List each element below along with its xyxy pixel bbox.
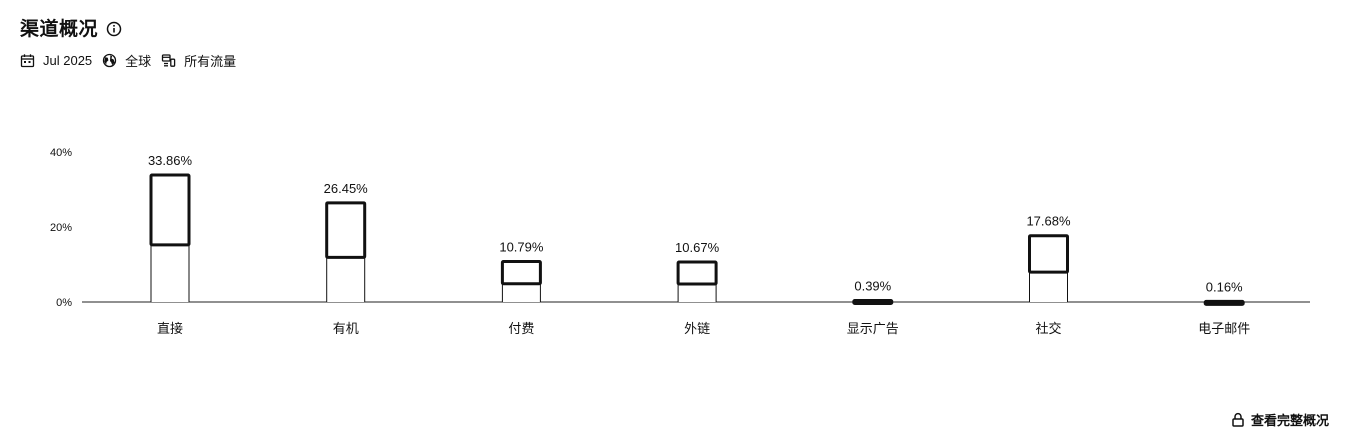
bar xyxy=(1028,234,1069,274)
bar xyxy=(325,201,367,259)
bar xyxy=(852,299,894,306)
bar xyxy=(676,260,718,286)
title-row: 渠道概况 xyxy=(20,14,246,41)
x-tick-label: 电子邮件 xyxy=(1198,321,1250,336)
y-tick-label: 0% xyxy=(56,297,72,309)
view-full-overview-label: 查看完整概况 xyxy=(1250,413,1329,428)
bar-value-label: 0.39% xyxy=(854,279,891,294)
bar xyxy=(500,260,542,286)
date-label: Jul 2025 xyxy=(43,53,93,68)
calendar-icon xyxy=(20,54,35,68)
date-filter[interactable]: Jul 2025 xyxy=(20,53,92,68)
bar-value-label: 17.68% xyxy=(1026,214,1071,229)
bar xyxy=(1203,299,1245,306)
x-tick-label: 社交 xyxy=(1035,321,1061,336)
lock-icon xyxy=(1232,412,1244,427)
x-tick-label: 直接 xyxy=(157,321,183,336)
header: 渠道概况 Jul 2025 xyxy=(20,14,246,70)
x-tick-label: 外链 xyxy=(684,321,710,336)
bar-value-label: 33.86% xyxy=(148,153,193,168)
bar-value-label: 10.79% xyxy=(499,240,544,255)
page-title: 渠道概况 xyxy=(20,19,99,40)
bar-value-label: 0.16% xyxy=(1206,279,1243,294)
bar-value-label: 26.45% xyxy=(324,181,369,196)
x-tick-label: 付费 xyxy=(508,321,534,336)
y-tick-label: 40% xyxy=(50,147,72,159)
filter-row: Jul 2025 全球 所有流量 xyxy=(20,51,246,70)
bar xyxy=(149,173,191,247)
x-tick-label: 有机 xyxy=(333,321,359,336)
bar-value-label: 10.67% xyxy=(675,240,720,255)
x-tick-label: 显示广告 xyxy=(847,321,899,336)
traffic-icon xyxy=(162,54,176,67)
y-tick-label: 20% xyxy=(50,222,72,234)
globe-icon xyxy=(103,53,117,68)
info-icon[interactable] xyxy=(106,21,122,37)
traffic-filter[interactable]: 所有流量 xyxy=(161,51,236,70)
traffic-label: 所有流量 xyxy=(184,54,237,69)
region-label: 全球 xyxy=(125,54,152,69)
view-full-overview-link[interactable]: 查看完整概况 xyxy=(1231,410,1329,429)
region-filter[interactable]: 全球 xyxy=(102,51,151,70)
